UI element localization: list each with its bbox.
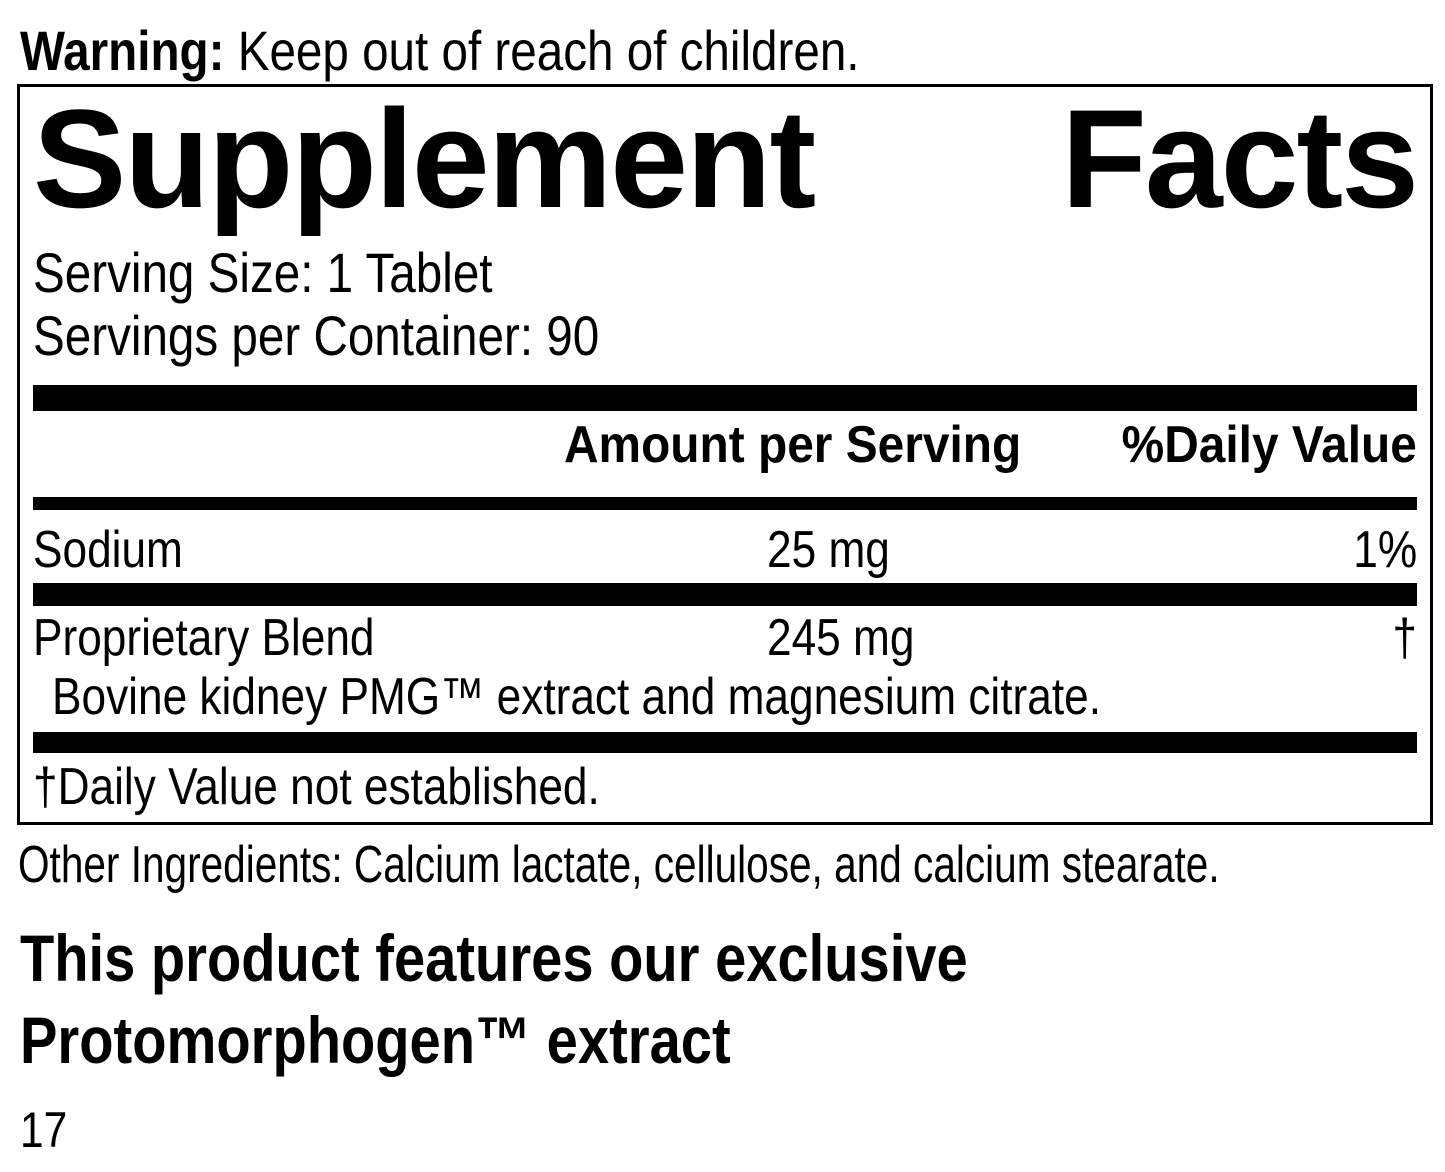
daily-value-footnote: †Daily Value not established.	[33, 758, 600, 816]
nutrient-name: Proprietary Blend	[33, 609, 375, 667]
title-word-supplement: Supplement	[33, 80, 816, 237]
nutrient-daily-value: †	[1392, 609, 1417, 667]
feature-note-line2: Protomorphogen™ extract	[20, 1003, 731, 1077]
serving-size: Serving Size: 1 Tablet	[33, 241, 493, 304]
supplement-facts-panel: Supplement Facts Serving Size: 1 Tablet …	[17, 84, 1433, 825]
supplement-facts-title: Supplement Facts	[33, 80, 1419, 237]
warning-line: Warning: Keep out of reach of children.	[20, 23, 1008, 79]
page-number: 17	[20, 1102, 68, 1158]
nutrient-amount: 25 mg	[767, 521, 890, 579]
column-header-amount: Amount per Serving	[564, 416, 1022, 474]
divider-bar-thick-top	[33, 385, 1417, 411]
nutrient-amount: 245 mg	[767, 609, 915, 667]
divider-bar-bottom	[33, 732, 1417, 753]
divider-bar-under-sodium	[33, 583, 1417, 606]
warning-label: Warning:	[20, 19, 225, 82]
servings-per-container: Servings per Container: 90	[33, 304, 600, 367]
nutrient-name: Sodium	[33, 521, 183, 579]
column-header-daily-value: %Daily Value	[1121, 416, 1417, 474]
nutrient-daily-value: 1%	[1353, 521, 1417, 579]
divider-bar-under-headers	[33, 497, 1417, 510]
other-ingredients: Other Ingredients: Calcium lactate, cell…	[18, 836, 1220, 894]
title-word-facts: Facts	[1061, 80, 1419, 237]
warning-text: Keep out of reach of children.	[224, 19, 860, 82]
feature-note-line1: This product features our exclusive	[20, 921, 968, 995]
proprietary-blend-description: Bovine kidney PMG™ extract and magnesium…	[52, 668, 1101, 726]
